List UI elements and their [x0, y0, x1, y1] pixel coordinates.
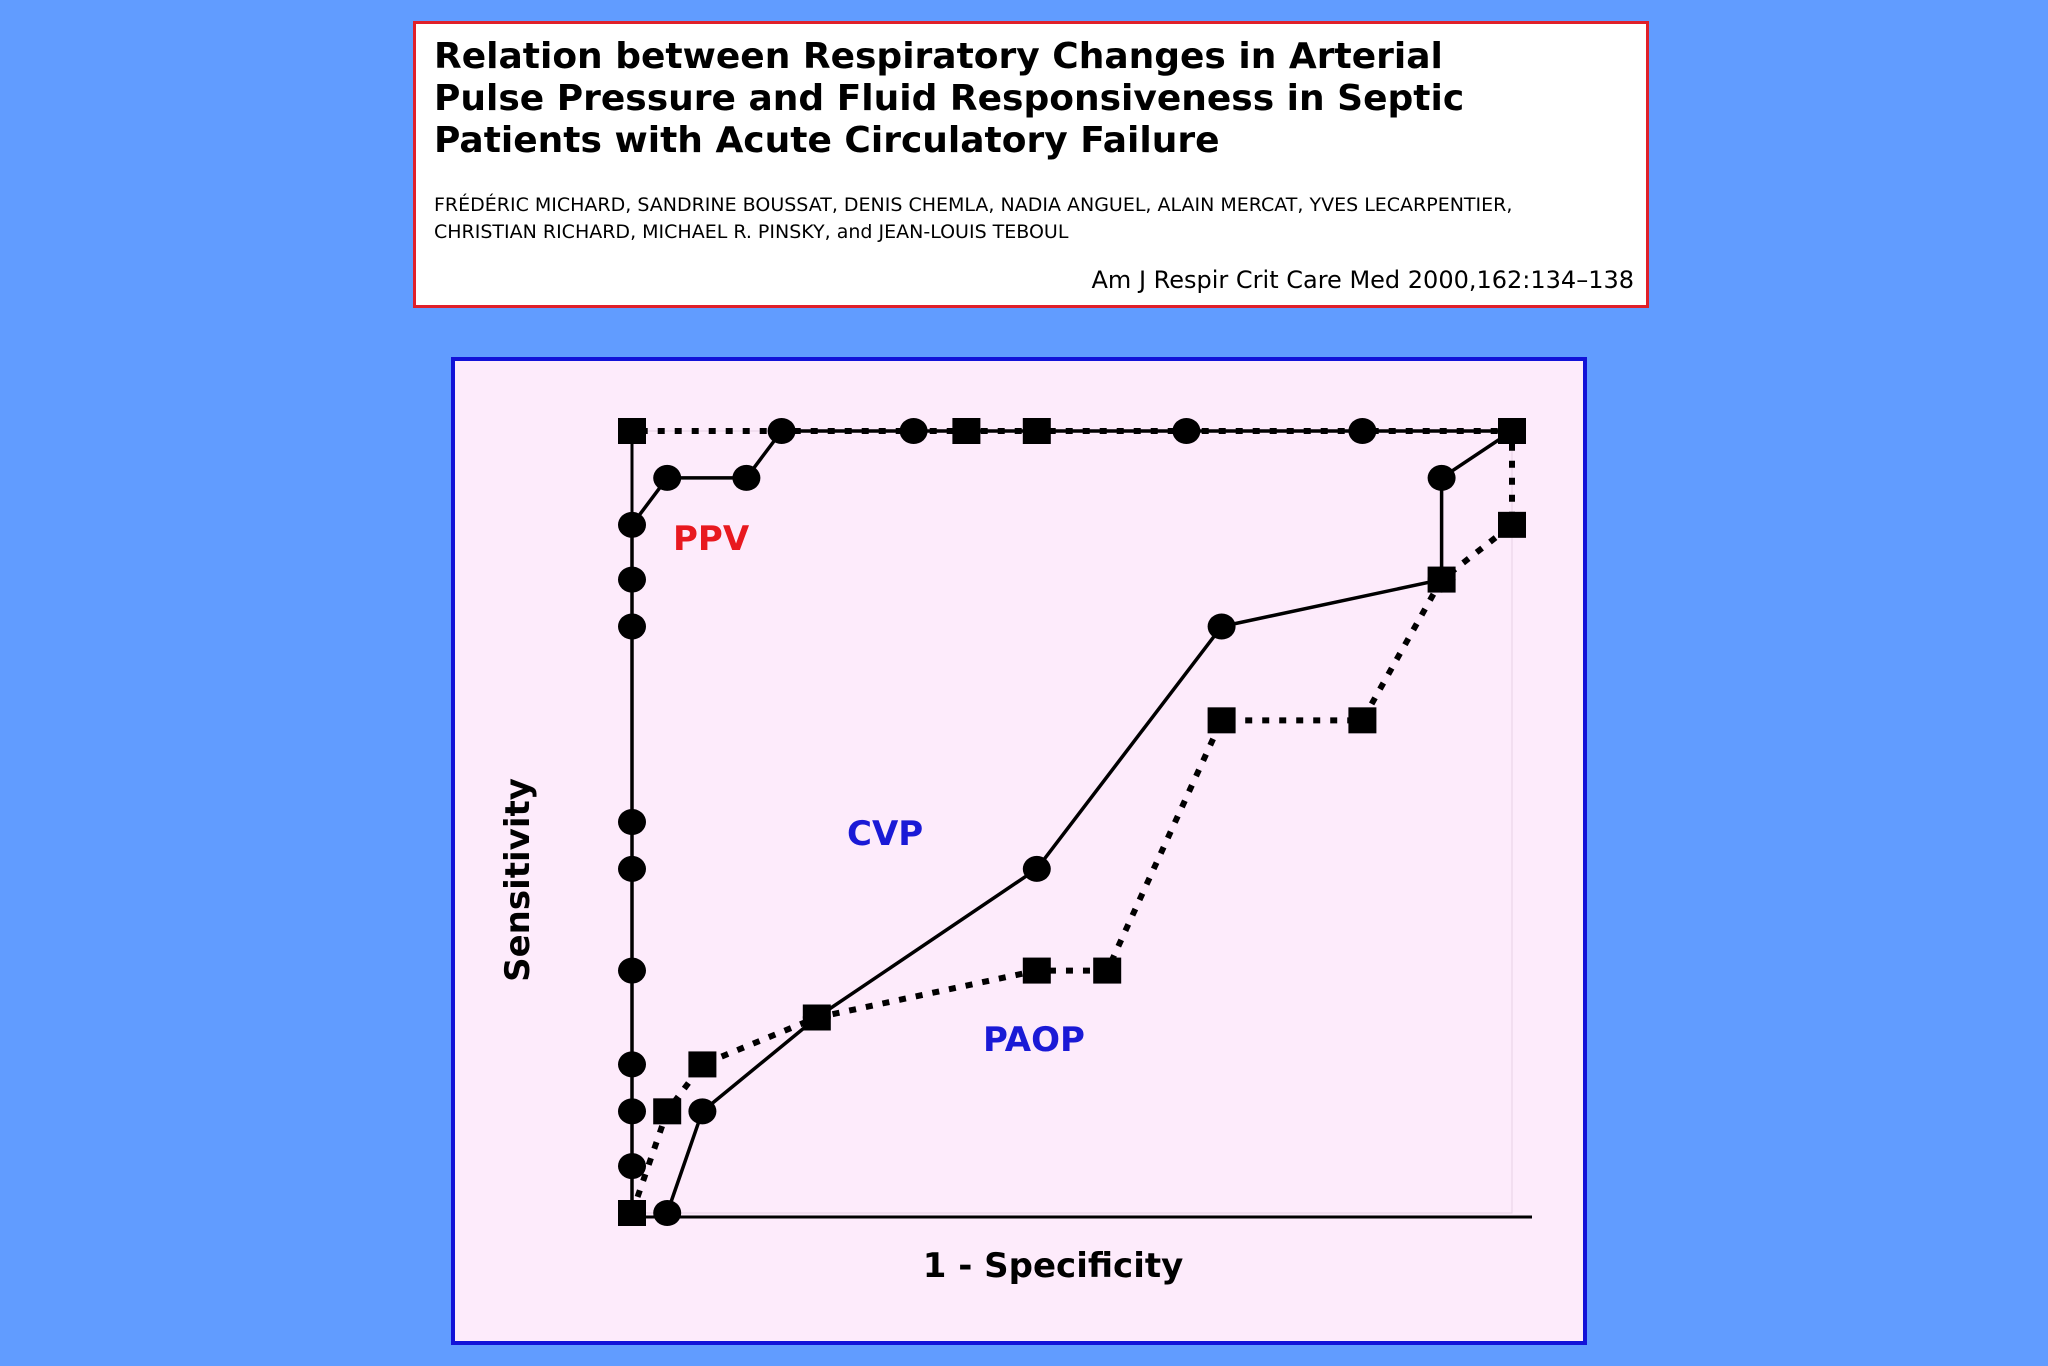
marker-paop: [1093, 957, 1122, 984]
article-header: Relation between Respiratory Changes in …: [413, 21, 1649, 308]
marker-paop: [952, 418, 981, 444]
marker-paop: [1207, 707, 1236, 734]
marker-paop: [802, 1004, 831, 1031]
marker-paop: [618, 1200, 646, 1226]
marker-cvp: [1427, 464, 1456, 491]
series-line-cvp: [665, 429, 1513, 1214]
series-label-paop: PAOP: [983, 1020, 1085, 1060]
marker-cvp: [1022, 855, 1051, 882]
article-citation: Am J Respir Crit Care Med 2000,162:134–1…: [1091, 266, 1634, 294]
marker-cvp: [653, 1200, 682, 1226]
marker-ppv: [732, 464, 761, 491]
x-axis-label: 1 - Specificity: [923, 1246, 1184, 1286]
article-authors: FRÉDÉRIC MICHARD, SANDRINE BOUSSAT, DENI…: [434, 192, 1634, 246]
marker-ppv: [653, 464, 682, 491]
series-label-cvp: CVP: [847, 814, 923, 854]
marker-cvp: [1207, 613, 1236, 640]
series-label-ppv: PPV: [673, 519, 750, 559]
marker-ppv: [1348, 418, 1377, 444]
marker-ppv: [618, 1098, 646, 1125]
marker-paop: [688, 1051, 717, 1078]
authors-line: FRÉDÉRIC MICHARD, SANDRINE BOUSSAT, DENI…: [434, 194, 1513, 216]
marker-ppv: [618, 613, 646, 640]
marker-ppv: [767, 418, 796, 444]
marker-ppv: [618, 855, 646, 882]
marker-paop: [653, 1098, 682, 1125]
marker-ppv: [1172, 418, 1201, 444]
roc-chart-panel: PPV CVP PAOP 1 - Specificity Sensitivity: [451, 357, 1587, 1345]
marker-ppv: [899, 418, 928, 444]
chart-markers: [618, 418, 1526, 1226]
marker-paop: [1348, 707, 1377, 734]
chart-lines: [629, 428, 1515, 1214]
marker-paop: [1427, 566, 1456, 593]
article-title-line: Relation between Respiratory Changes in …: [434, 36, 1443, 77]
marker-ppv: [618, 1051, 646, 1078]
marker-ppv: [618, 809, 646, 835]
marker-paop: [1022, 957, 1051, 984]
authors-line: CHRISTIAN RICHARD, MICHAEL R. PINSKY, an…: [434, 221, 1069, 243]
roc-chart: PPV CVP PAOP 1 - Specificity Sensitivity: [498, 418, 1532, 1286]
marker-paop: [1498, 511, 1526, 538]
article-title-line: Pulse Pressure and Fluid Responsiveness …: [434, 78, 1465, 119]
marker-cvp: [688, 1098, 717, 1125]
article-title-line: Patients with Acute Circulatory Failure: [434, 120, 1220, 161]
marker-ppv: [618, 511, 646, 538]
marker-paop: [618, 418, 646, 444]
marker-paop: [1498, 418, 1526, 444]
marker-ppv: [618, 957, 646, 984]
marker-ppv: [618, 1153, 646, 1180]
chart-axes: [630, 430, 1532, 1219]
marker-paop: [1022, 418, 1051, 444]
marker-ppv: [618, 566, 646, 593]
article-title: Relation between Respiratory Changes in …: [434, 36, 1614, 162]
y-axis-label: Sensitivity: [498, 778, 538, 982]
